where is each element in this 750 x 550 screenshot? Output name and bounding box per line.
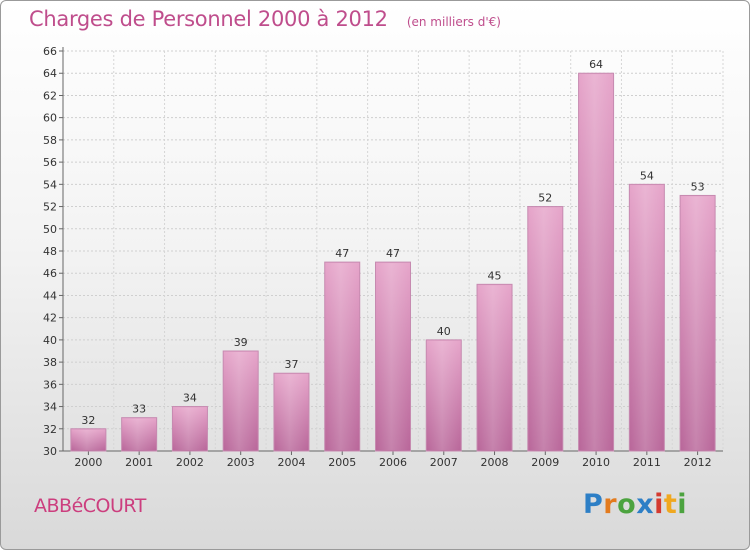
y-tick-label: 66 <box>43 45 57 58</box>
value-label: 52 <box>538 192 552 205</box>
logo-letter: P <box>583 489 604 520</box>
x-tick-label: 2004 <box>277 456 305 469</box>
x-tick-label: 2010 <box>582 456 610 469</box>
x-tick-label: 2003 <box>227 456 255 469</box>
bar-highlight <box>427 340 461 450</box>
bar-highlight <box>528 207 562 450</box>
y-tick-label: 54 <box>43 178 57 191</box>
commune-name: ABBéCOURT <box>34 495 146 517</box>
logo-letter: i <box>677 489 688 520</box>
bar-highlight <box>274 374 308 450</box>
y-tick-label: 46 <box>43 267 57 280</box>
y-tick-label: 36 <box>43 378 57 391</box>
x-tick-label: 2005 <box>328 456 356 469</box>
x-tick-label: 2007 <box>430 456 458 469</box>
y-tick-label: 32 <box>43 423 57 436</box>
bar-highlight <box>376 263 410 450</box>
logo-letter: r <box>603 489 618 520</box>
y-tick-label: 58 <box>43 134 57 147</box>
y-tick-label: 42 <box>43 312 57 325</box>
bar-highlight <box>224 352 258 450</box>
x-tick-label: 2002 <box>176 456 204 469</box>
value-label: 47 <box>386 247 400 260</box>
bar-highlight <box>681 196 715 450</box>
y-tick-label: 62 <box>43 89 57 102</box>
logo-letter: o <box>617 489 637 520</box>
bar-highlight <box>579 74 613 450</box>
y-tick-label: 60 <box>43 112 57 125</box>
bar-highlight <box>325 263 359 450</box>
y-tick-label: 34 <box>43 401 57 414</box>
y-tick-label: 48 <box>43 245 57 258</box>
value-label: 64 <box>589 58 603 71</box>
bar-highlight <box>71 429 105 450</box>
chart-header: Charges de Personnel 2000 à 2012 (en mil… <box>29 7 501 31</box>
y-tick-label: 52 <box>43 201 57 214</box>
x-tick-label: 2001 <box>125 456 153 469</box>
x-tick-label: 2009 <box>531 456 559 469</box>
y-tick-label: 38 <box>43 356 57 369</box>
value-label: 34 <box>183 392 197 405</box>
y-tick-label: 40 <box>43 334 57 347</box>
y-tick-label: 30 <box>43 445 57 458</box>
value-label: 40 <box>437 325 451 338</box>
value-label: 33 <box>132 403 146 416</box>
logo-letter: x <box>636 489 655 520</box>
bar-highlight <box>122 418 156 450</box>
x-tick-label: 2011 <box>633 456 661 469</box>
logo-letter: t <box>663 489 678 520</box>
value-label: 45 <box>488 269 502 282</box>
value-label: 53 <box>691 180 705 193</box>
logo-letter: i <box>654 489 664 520</box>
bar-highlight <box>478 285 512 450</box>
value-label: 47 <box>335 247 349 260</box>
y-tick-label: 44 <box>43 289 57 302</box>
value-label: 39 <box>234 336 248 349</box>
x-tick-label: 2012 <box>684 456 712 469</box>
x-tick-label: 2006 <box>379 456 407 469</box>
y-tick-label: 56 <box>43 156 57 169</box>
chart-subtitle: (en milliers d'€) <box>406 15 501 29</box>
value-label: 32 <box>81 414 95 427</box>
value-label: 54 <box>640 169 654 182</box>
y-tick-label: 50 <box>43 223 57 236</box>
x-tick-label: 2008 <box>481 456 509 469</box>
bar-highlight <box>630 185 664 451</box>
bar-highlight <box>173 407 207 450</box>
chart-title: Charges de Personnel 2000 à 2012 <box>29 7 388 31</box>
value-label: 37 <box>284 358 298 371</box>
x-tick-label: 2000 <box>74 456 102 469</box>
y-tick-label: 64 <box>43 67 57 80</box>
proxiti-logo: Proxiti <box>583 489 687 520</box>
